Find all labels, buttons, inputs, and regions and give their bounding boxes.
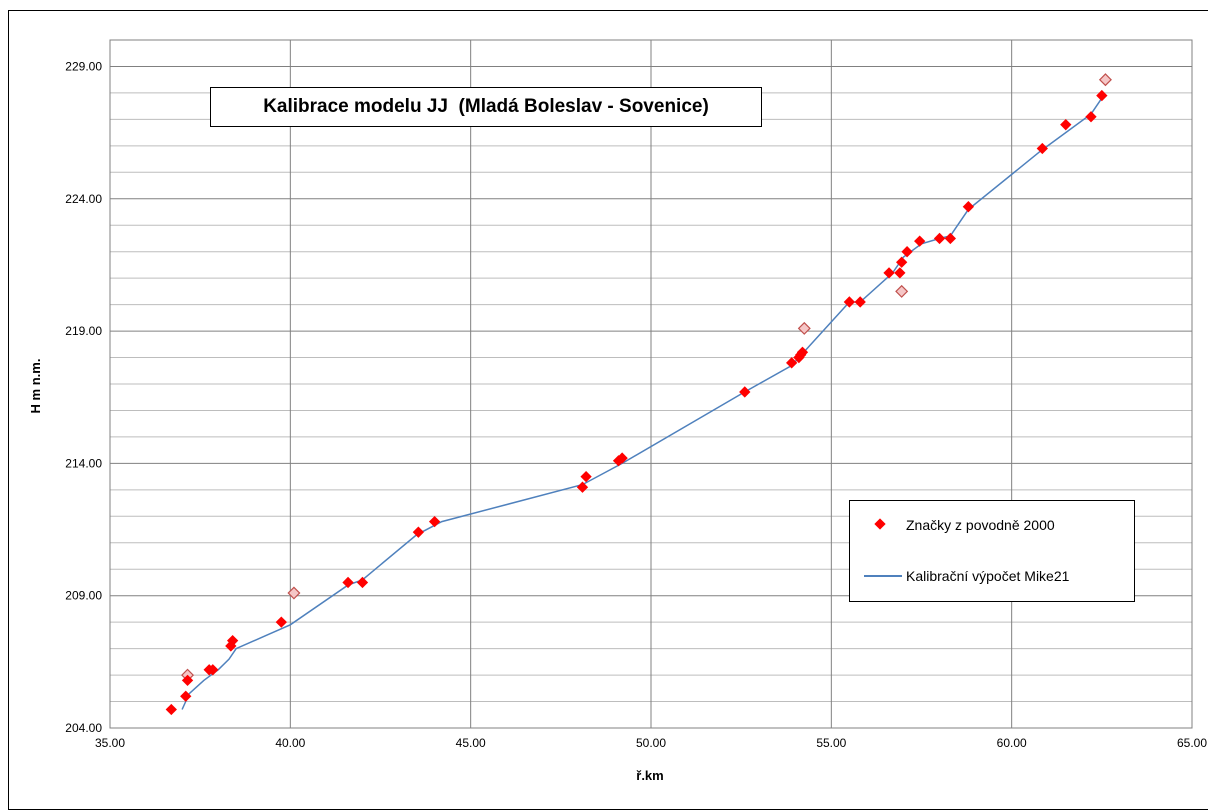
legend-item-calibration: Kalibrační výpočet Mike21: [860, 565, 1069, 587]
flood-marker: [739, 386, 751, 398]
series-line-calibration: [181, 97, 1103, 710]
flood-marker: [181, 674, 194, 687]
flood-marker: [226, 635, 239, 647]
flood-marker: [962, 201, 975, 213]
y-tick-labels: 204.00 209.00 214.00 219.00 224.00 229.00: [65, 59, 102, 735]
y-tick-label: 219.00: [65, 324, 102, 338]
flood-marker: [944, 232, 957, 245]
flood-marker: [1085, 111, 1097, 123]
legend-marker-diamond: [860, 514, 902, 536]
y-tick-label: 224.00: [65, 192, 102, 206]
y-axis-label: H m n.m.: [28, 359, 43, 414]
x-tick-label: 55.00: [816, 736, 846, 750]
y-tick-label: 204.00: [65, 721, 102, 735]
flood-marker: [894, 267, 906, 279]
x-tick-label: 50.00: [636, 736, 666, 750]
legend-label-flood-marks: Značky z povodně 2000: [906, 517, 1055, 533]
x-tick-label: 35.00: [95, 736, 125, 750]
y-tick-label: 229.00: [65, 59, 102, 73]
plot-area-border: [109, 39, 1193, 729]
x-tick-label: 65.00: [1177, 736, 1207, 750]
flood-marker: [356, 576, 369, 589]
flood-marker: [1036, 142, 1048, 155]
flood-marker: [580, 470, 592, 483]
hatched-marker: [287, 586, 301, 600]
legend-item-flood-marks: Značky z povodně 2000: [860, 514, 1055, 536]
flood-marker: [896, 256, 908, 268]
legend-label-calibration: Kalibrační výpočet Mike21: [906, 568, 1070, 584]
hatched-marker: [797, 321, 811, 335]
flood-marker: [854, 296, 866, 308]
flood-marker: [275, 616, 287, 628]
flood-marker: [428, 515, 441, 528]
x-tick-label: 45.00: [456, 736, 486, 750]
flood-marker: [914, 235, 926, 247]
flood-marker: [1096, 89, 1108, 102]
flood-marker: [786, 357, 798, 369]
flood-marker: [843, 296, 856, 308]
legend-marker-line: [860, 565, 902, 587]
legend: Značky z povodně 2000 Kalibrační výpočet…: [849, 500, 1135, 602]
flood-marker: [1060, 119, 1072, 131]
x-tick-label: 40.00: [275, 736, 305, 750]
x-tick-label: 60.00: [997, 736, 1027, 750]
grid-lines: [109, 39, 1193, 729]
flood-markers: [165, 89, 1108, 716]
chart-title: Kalibrace modelu JJ (Mladá Boleslav - So…: [210, 87, 762, 127]
x-tick-labels: 35.00 40.00 45.00 50.00 55.00 60.00 65.00: [95, 736, 1207, 750]
flood-marker: [207, 664, 219, 676]
flood-marker: [576, 481, 589, 493]
flood-marker: [795, 349, 807, 361]
hatched-marker: [1098, 73, 1112, 87]
flood-marker: [616, 452, 628, 464]
flood-marker: [901, 246, 913, 258]
flood-marker: [180, 690, 192, 702]
flood-marker: [165, 703, 177, 716]
hatched-marker: [895, 284, 909, 298]
y-tick-label: 209.00: [65, 589, 102, 603]
flood-marker: [342, 576, 354, 589]
flood-marker: [412, 526, 425, 538]
x-axis-label: ř.km: [636, 768, 663, 783]
flood-marker: [933, 232, 946, 245]
flood-marker: [883, 267, 895, 279]
y-tick-label: 214.00: [65, 456, 102, 470]
